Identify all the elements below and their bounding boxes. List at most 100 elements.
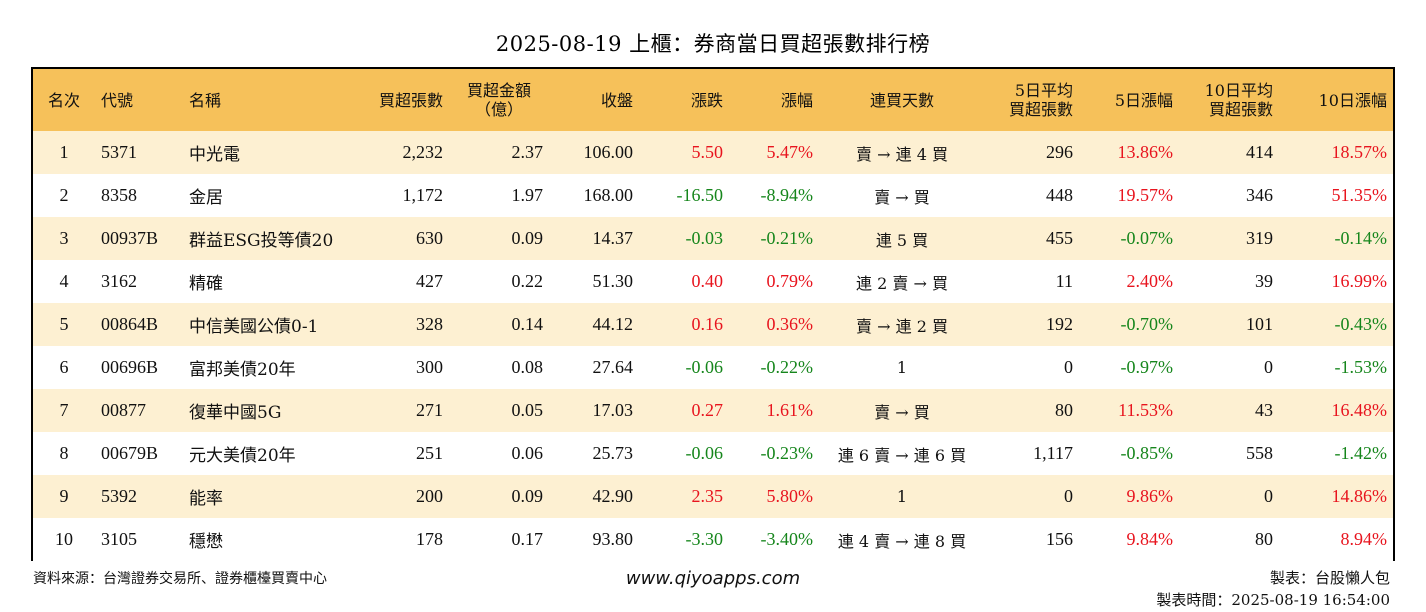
cell-pct10: -0.43% bbox=[1334, 314, 1388, 334]
cell-rank: 3 bbox=[59, 228, 69, 248]
cell-change: 0.27 bbox=[691, 400, 724, 420]
cell-code: 5371 bbox=[101, 142, 137, 162]
cell-pct10: 16.99% bbox=[1331, 271, 1388, 291]
cell-pct5: 9.86% bbox=[1126, 486, 1174, 506]
cell-close: 93.80 bbox=[592, 529, 634, 549]
cell-name: 中信美國公債0-1 bbox=[189, 317, 319, 337]
col-header-code: 代號 bbox=[101, 90, 134, 110]
col-header-avg5-line2: 買超張數 bbox=[1008, 100, 1073, 119]
cell-consec-days: 賣 → 買 bbox=[874, 402, 930, 422]
cell-change-pct: -0.21% bbox=[760, 228, 814, 248]
cell-net-buy-amount: 0.09 bbox=[511, 486, 544, 506]
col-header-avg10-line2: 買超張數 bbox=[1208, 100, 1273, 119]
cell-change-pct: -0.22% bbox=[760, 357, 814, 377]
col-header-change: 漲跌 bbox=[690, 90, 723, 110]
col-header-net-buy-amount-line2: （億） bbox=[474, 100, 523, 119]
cell-pct10: 14.86% bbox=[1331, 486, 1388, 506]
cell-consec-days: 賣 → 連 4 買 bbox=[856, 144, 948, 164]
cell-avg10: 0 bbox=[1264, 357, 1273, 377]
cell-pct10: -1.53% bbox=[1334, 357, 1388, 377]
col-header-name: 名稱 bbox=[189, 90, 222, 110]
cell-consec-days: 連 2 賣 → 買 bbox=[856, 273, 948, 293]
cell-pct10: 16.48% bbox=[1331, 400, 1388, 420]
cell-avg10: 346 bbox=[1246, 185, 1273, 205]
table-row: 5 00864B 中信美國公債0-1 328 0.14 44.12 0.16 0.36% 賣 →… bbox=[33, 303, 1393, 346]
cell-net-buy-amount: 0.05 bbox=[511, 400, 544, 420]
cell-pct10: -1.42% bbox=[1334, 443, 1388, 463]
website-url: www.qiyoapps.com bbox=[625, 568, 801, 589]
cell-avg10: 39 bbox=[1255, 271, 1273, 291]
table-header-row: 名次 代號 名稱 買超張數 買超金額 （億） 收盤 漲跌 漲幅 連買天數 5日平… bbox=[33, 69, 1393, 131]
cell-name: 穩懋 bbox=[189, 532, 223, 552]
cell-net-buy-lots: 427 bbox=[416, 271, 443, 291]
cell-pct5: 13.86% bbox=[1117, 142, 1174, 162]
ranking-table: 名次 代號 名稱 買超張數 買超金額 （億） 收盤 漲跌 漲幅 連買天數 5日平… bbox=[33, 69, 1393, 561]
cell-consec-days: 1 bbox=[896, 358, 908, 377]
cell-change: -0.06 bbox=[685, 443, 724, 463]
cell-code: 00696B bbox=[101, 357, 159, 377]
ranking-table-frame: 名次 代號 名稱 買超張數 買超金額 （億） 收盤 漲跌 漲幅 連買天數 5日平… bbox=[31, 67, 1395, 561]
table-body: 1 5371 中光電 2,232 2.37 106.00 5.50 5.47% 賣 → 連 4 … bbox=[33, 131, 1393, 561]
col-header-avg10: 10日平均 買超張數 bbox=[1179, 69, 1279, 131]
table-row: 7 00877 復華中國5G 271 0.05 17.03 0.27 1.61% 賣 → 買 80… bbox=[33, 389, 1393, 432]
table-row: 4 3162 精確 427 0.22 51.30 0.40 0.79% 連 2 賣 → 買 11 2… bbox=[33, 260, 1393, 303]
cell-change: -0.06 bbox=[685, 357, 724, 377]
cell-close: 14.37 bbox=[592, 228, 634, 248]
cell-net-buy-lots: 271 bbox=[416, 400, 443, 420]
cell-change-pct: -8.94% bbox=[760, 185, 814, 205]
cell-change: 0.40 bbox=[691, 271, 724, 291]
cell-rank: 2 bbox=[59, 185, 69, 205]
cell-change: 5.50 bbox=[691, 142, 724, 162]
col-header-change-pct: 漲幅 bbox=[780, 90, 813, 110]
cell-change-pct: 1.61% bbox=[766, 400, 814, 420]
col-header-avg5-line1: 5日平均 bbox=[1014, 81, 1073, 100]
col-header-pct10: 10日漲幅 bbox=[1318, 90, 1387, 110]
cell-net-buy-lots: 328 bbox=[416, 314, 443, 334]
cell-net-buy-amount: 0.14 bbox=[511, 314, 544, 334]
cell-rank: 9 bbox=[59, 486, 69, 506]
cell-name: 精確 bbox=[189, 274, 223, 294]
cell-net-buy-amount: 0.22 bbox=[511, 271, 544, 291]
cell-rank: 10 bbox=[55, 529, 73, 549]
cell-code: 00679B bbox=[101, 443, 159, 463]
cell-avg5: 455 bbox=[1046, 228, 1073, 248]
page-title: 2025-08-19 上櫃：券商當日買超張數排行榜 bbox=[495, 32, 931, 56]
cell-net-buy-lots: 200 bbox=[416, 486, 443, 506]
cell-avg5: 0 bbox=[1064, 357, 1073, 377]
cell-net-buy-lots: 630 bbox=[416, 228, 443, 248]
cell-rank: 4 bbox=[59, 271, 69, 291]
cell-avg5: 192 bbox=[1046, 314, 1073, 334]
cell-change-pct: 5.80% bbox=[766, 486, 814, 506]
table-row: 6 00696B 富邦美債20年 300 0.08 27.64 -0.06 -0.22% 1 0 -… bbox=[33, 346, 1393, 389]
cell-close: 44.12 bbox=[592, 314, 634, 334]
cell-avg5: 1,117 bbox=[1033, 443, 1073, 463]
cell-rank: 5 bbox=[59, 314, 69, 334]
cell-consec-days: 賣 → 買 bbox=[874, 187, 930, 207]
cell-net-buy-lots: 300 bbox=[416, 357, 443, 377]
col-header-close: 收盤 bbox=[600, 90, 633, 110]
cell-pct5: -0.70% bbox=[1120, 314, 1174, 334]
cell-pct5: -0.97% bbox=[1120, 357, 1174, 377]
table-row: 8 00679B 元大美債20年 251 0.06 25.73 -0.06 -0.23% 連 6… bbox=[33, 432, 1393, 475]
cell-code: 00864B bbox=[101, 314, 159, 334]
cell-name: 元大美債20年 bbox=[189, 446, 296, 466]
cell-change-pct: -0.23% bbox=[760, 443, 814, 463]
col-header-net-buy-amount: 買超金額 （億） bbox=[449, 69, 549, 131]
cell-pct10: 18.57% bbox=[1331, 142, 1388, 162]
cell-avg10: 0 bbox=[1264, 486, 1273, 506]
cell-pct5: 19.57% bbox=[1117, 185, 1174, 205]
cell-change: -0.03 bbox=[685, 228, 724, 248]
col-header-rank: 名次 bbox=[47, 90, 80, 110]
cell-close: 168.00 bbox=[583, 185, 634, 205]
cell-net-buy-amount: 0.09 bbox=[511, 228, 544, 248]
cell-pct5: -0.85% bbox=[1120, 443, 1174, 463]
col-header-pct5: 5日漲幅 bbox=[1114, 90, 1173, 110]
cell-pct10: 51.35% bbox=[1331, 185, 1388, 205]
cell-net-buy-amount: 1.97 bbox=[511, 185, 544, 205]
cell-consec-days: 1 bbox=[896, 487, 908, 506]
cell-close: 25.73 bbox=[592, 443, 634, 463]
table-row: 10 3105 穩懋 178 0.17 93.80 -3.30 -3.40% 連 4 賣 → 連… bbox=[33, 518, 1393, 561]
cell-avg5: 0 bbox=[1064, 486, 1073, 506]
cell-net-buy-amount: 0.08 bbox=[511, 357, 544, 377]
table-row: 1 5371 中光電 2,232 2.37 106.00 5.50 5.47% 賣 → 連 4 … bbox=[33, 131, 1393, 174]
